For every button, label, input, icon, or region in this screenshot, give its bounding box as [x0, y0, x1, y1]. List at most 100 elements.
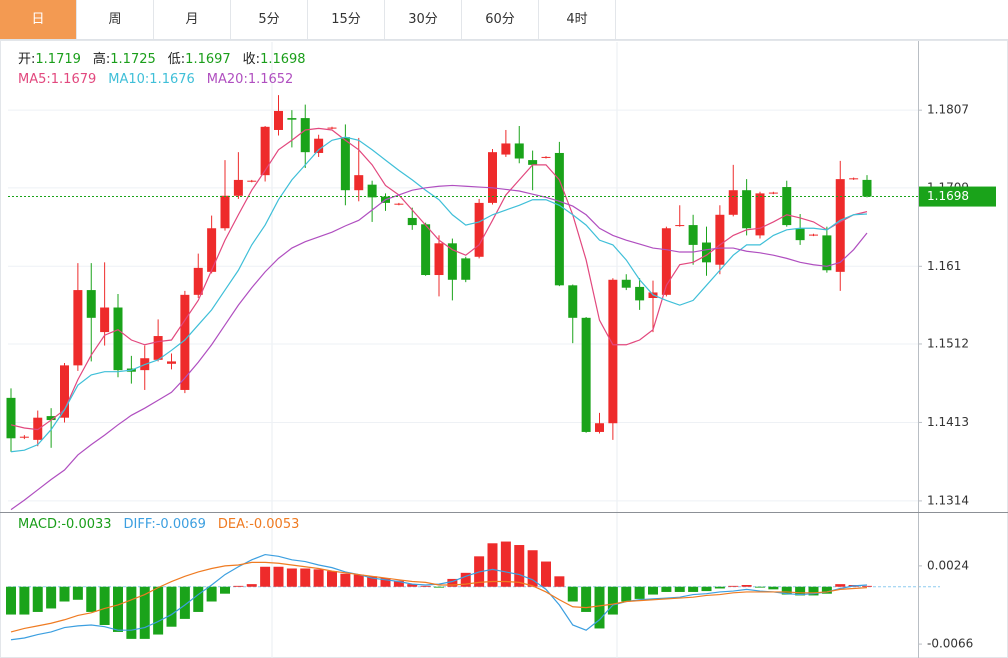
candle-body [621, 279, 631, 288]
candle-body [849, 178, 859, 180]
macd-bar [808, 586, 819, 596]
candle-body [434, 243, 444, 276]
legend-value: 1.1652 [248, 72, 294, 87]
candle-body [327, 127, 337, 129]
macd-bar [273, 566, 284, 587]
macd-bar [795, 586, 806, 596]
macd-bar [300, 568, 311, 587]
candle-body [233, 179, 243, 196]
macd-bar [32, 586, 43, 612]
macd-bar [59, 586, 70, 602]
legend-label: DEA: [218, 517, 249, 532]
candle-body [33, 417, 43, 440]
candle-body [568, 285, 578, 318]
macd-bar [862, 585, 872, 587]
candle-body [581, 317, 591, 432]
period-tab[interactable]: 周 [77, 0, 154, 39]
candle-body [782, 187, 792, 226]
candle-body [407, 217, 417, 226]
legend-label: DIFF: [124, 517, 156, 532]
macd-line [10, 553, 868, 641]
legend: MACD:-0.0033 DIFF:-0.0069 DEA:-0.0053 [18, 517, 299, 532]
legend-label: MA10: [108, 72, 149, 87]
legend-value: 1.1719 [35, 52, 81, 67]
legend: 开:1.1719 高:1.1725 低:1.1697 收:1.1698MA5:1.16… [18, 51, 306, 87]
macd-bar [527, 550, 538, 587]
macd-bar [755, 586, 765, 588]
period-tabs: 日周月 5分 15分 30分 60分 4时 [0, 0, 1008, 40]
macd-bar [46, 586, 57, 609]
candle-body [220, 195, 230, 229]
y-tick-label: 1.1807 [927, 103, 969, 117]
candle-body [702, 242, 711, 263]
candle-body [862, 179, 872, 197]
legend-value: 1.1698 [260, 52, 306, 67]
candle-body [287, 118, 297, 120]
candle-body [193, 267, 203, 295]
candle-body [608, 279, 618, 424]
macd-bar [206, 586, 217, 602]
legend-value: 1.1679 [51, 72, 97, 87]
candle-body [795, 228, 805, 241]
candle-body [501, 143, 511, 155]
macd-bar [447, 578, 458, 587]
candle-body [180, 294, 190, 390]
macd-bar [621, 586, 632, 602]
macd-line [10, 561, 868, 633]
candle-body [73, 290, 83, 366]
candle-body [46, 416, 56, 421]
macd-bar [393, 580, 404, 587]
candle-body [541, 156, 551, 158]
candle-body [247, 180, 257, 182]
macd-bar [353, 574, 364, 587]
candle-body [715, 214, 725, 265]
candle-body [447, 243, 457, 280]
last-price-tag [918, 186, 996, 207]
legend-value: 1.1676 [149, 72, 195, 87]
period-tab[interactable]: 60分 [462, 0, 539, 39]
macd-bar [835, 584, 846, 587]
candle-body [260, 126, 270, 176]
macd-bar [126, 586, 137, 639]
period-tab[interactable]: 月 [154, 0, 231, 39]
legend-label: 高: [93, 51, 110, 67]
legend-value: 1.1697 [185, 52, 231, 67]
legend-row: MA5:1.1679 MA10:1.1676 MA20:1.1652 [18, 72, 293, 87]
macd-bar [594, 586, 605, 629]
candle-body [809, 234, 818, 236]
legend-label: 低: [168, 52, 185, 67]
macd-bar [554, 576, 565, 587]
legend-label: MACD: [18, 517, 61, 532]
candle-body [488, 152, 497, 203]
period-tab[interactable]: 4时 [539, 0, 616, 39]
candle-body [314, 138, 324, 153]
candle-body [167, 361, 176, 364]
period-tab[interactable]: 30分 [385, 0, 462, 39]
period-tab[interactable]: 日 [0, 0, 77, 39]
macd-bar [781, 586, 792, 595]
macd-bar [460, 572, 471, 587]
candle-body [728, 190, 738, 215]
legend-label: MA5: [18, 72, 51, 87]
candle-body [822, 235, 832, 271]
macd-bar [260, 566, 271, 587]
macd-bar [821, 586, 832, 594]
candle-body [755, 193, 765, 236]
macd-bar [99, 586, 110, 625]
macd-bar [714, 586, 725, 589]
period-tab[interactable]: 5分 [231, 0, 308, 39]
candle-body [113, 307, 123, 371]
candle-body [86, 290, 96, 318]
macd-bar [233, 585, 244, 587]
candle-body [595, 423, 604, 432]
macd-bar [487, 543, 498, 587]
macd-bar [286, 568, 297, 587]
period-tab[interactable]: 15分 [308, 0, 385, 39]
macd-bar [728, 585, 739, 587]
macd-bar [166, 586, 177, 627]
macd-bar [607, 586, 618, 615]
candle-body [19, 436, 29, 438]
last-price-label: 1.1698 [927, 189, 969, 203]
